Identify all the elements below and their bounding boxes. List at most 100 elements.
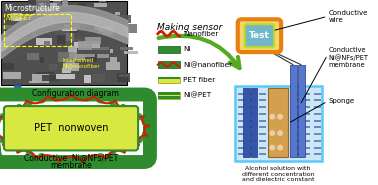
Bar (249, 133, 256, 135)
Bar (91, 47, 109, 51)
Ellipse shape (96, 98, 104, 103)
Text: PET  nonwoven: PET nonwoven (34, 123, 108, 133)
Bar (1, 1, 127, 85)
Bar (31, 0, 50, 6)
Bar (99, 26, 110, 32)
Text: Alcohol solution with
different concentration
and dielectric constant: Alcohol solution with different concentr… (242, 166, 314, 182)
Bar (270, 153, 277, 155)
Bar (259, 120, 266, 122)
Bar (235, 86, 322, 161)
Bar (106, 62, 120, 70)
Text: Ni@PET: Ni@PET (183, 92, 212, 99)
Bar (249, 120, 256, 122)
Bar (238, 126, 245, 128)
Bar (314, 147, 321, 149)
Text: Conductive
Ni@NFs/PET
membrane: Conductive Ni@NFs/PET membrane (328, 47, 369, 68)
Bar (238, 113, 245, 115)
Text: PET fiber: PET fiber (183, 77, 216, 83)
Bar (39, 3, 45, 11)
Text: Microstructure: Microstructure (4, 4, 60, 13)
Bar (303, 92, 310, 95)
Bar (303, 140, 310, 142)
Bar (314, 120, 321, 122)
Bar (259, 106, 266, 108)
Bar (11, 13, 22, 21)
Bar (251, 88, 257, 157)
Bar (298, 65, 305, 157)
Bar (238, 140, 245, 142)
Bar (55, 27, 70, 35)
Bar (57, 35, 65, 44)
Bar (120, 47, 133, 50)
Bar (281, 106, 288, 108)
Bar (303, 126, 310, 128)
Bar (314, 153, 321, 155)
Ellipse shape (130, 108, 136, 115)
Bar (281, 133, 288, 135)
Text: Ni: Ni (183, 46, 191, 52)
Bar (270, 133, 277, 135)
Bar (27, 53, 39, 60)
Bar (103, 25, 121, 32)
Bar (117, 73, 130, 82)
Text: membrane: membrane (50, 161, 92, 170)
Ellipse shape (53, 96, 60, 102)
Bar (64, 29, 78, 33)
Bar (114, 15, 131, 23)
Bar (259, 126, 266, 128)
Ellipse shape (26, 150, 33, 156)
Ellipse shape (130, 141, 136, 148)
Text: Ni@PET: Ni@PET (6, 14, 33, 21)
Ellipse shape (6, 108, 12, 115)
Text: Ni@nanofiber: Ni@nanofiber (183, 61, 232, 68)
Text: Conductive  Ni@NFs/PET: Conductive Ni@NFs/PET (24, 153, 118, 162)
Bar (70, 50, 77, 59)
Bar (158, 92, 180, 95)
Text: Nanofiber: Nanofiber (183, 31, 219, 37)
Ellipse shape (0, 113, 5, 120)
Ellipse shape (142, 119, 147, 126)
Bar (62, 68, 71, 73)
Bar (76, 54, 95, 57)
Bar (104, 26, 113, 35)
Ellipse shape (109, 100, 116, 107)
Bar (123, 24, 137, 33)
Circle shape (277, 130, 283, 136)
Text: Intertwined
Ni@nanofiber: Intertwined Ni@nanofiber (62, 58, 100, 69)
Bar (62, 0, 68, 7)
Bar (314, 126, 321, 128)
Bar (44, 22, 55, 27)
Bar (303, 106, 310, 108)
Bar (292, 140, 299, 142)
Bar (4, 25, 15, 28)
FancyArrow shape (12, 86, 24, 103)
Ellipse shape (82, 155, 90, 160)
Bar (48, 16, 54, 21)
Bar (249, 153, 256, 155)
Bar (249, 140, 256, 142)
Bar (259, 147, 266, 149)
Bar (64, 24, 80, 29)
Bar (2, 63, 14, 70)
Bar (292, 99, 299, 101)
Bar (292, 147, 299, 149)
Bar (238, 120, 245, 122)
Bar (56, 74, 75, 79)
Bar (48, 64, 57, 70)
Text: Conductive
wire: Conductive wire (328, 10, 368, 23)
Bar (158, 92, 180, 99)
Bar (249, 147, 256, 149)
Bar (249, 113, 256, 115)
Bar (238, 106, 245, 108)
Bar (281, 120, 288, 122)
Bar (57, 53, 69, 62)
Bar (110, 57, 117, 62)
Ellipse shape (39, 98, 46, 103)
Bar (249, 126, 256, 128)
Bar (303, 113, 310, 115)
Circle shape (269, 145, 275, 150)
Ellipse shape (109, 150, 116, 156)
Bar (36, 8, 56, 16)
Bar (270, 140, 277, 142)
Bar (74, 42, 90, 48)
